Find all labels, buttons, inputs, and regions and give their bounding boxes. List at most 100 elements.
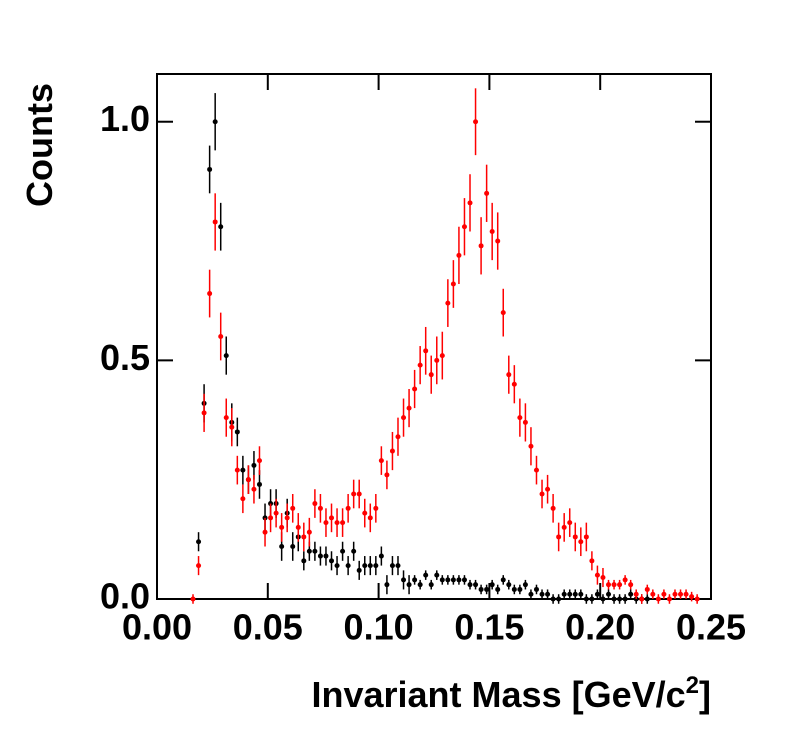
data-point — [323, 520, 329, 526]
data-point — [611, 582, 617, 588]
data-point — [306, 529, 312, 535]
data-point — [196, 563, 202, 569]
data-point — [600, 596, 606, 602]
data-point — [478, 243, 484, 249]
data-point — [445, 300, 451, 306]
data-point — [617, 596, 623, 602]
data-point — [506, 582, 512, 588]
data-point — [467, 582, 473, 588]
data-point — [384, 472, 390, 478]
data-point — [345, 563, 351, 569]
data-point — [428, 372, 434, 378]
data-point — [234, 429, 240, 435]
data-point — [489, 229, 495, 234]
data-point — [539, 591, 545, 597]
data-point — [340, 520, 346, 526]
data-point — [495, 586, 501, 592]
data-point — [334, 563, 340, 569]
data-point — [256, 481, 262, 487]
data-point — [207, 166, 213, 172]
data-point — [506, 372, 512, 378]
data-point — [218, 224, 224, 230]
data-point — [417, 582, 423, 588]
data-point — [473, 582, 479, 588]
data-point — [511, 586, 517, 592]
data-point — [528, 591, 534, 597]
data-point — [412, 577, 418, 583]
data-point — [628, 582, 634, 588]
data-point — [329, 558, 335, 564]
data-point — [345, 505, 351, 511]
data-point — [672, 591, 678, 597]
data-point — [251, 486, 257, 492]
data-point — [356, 491, 362, 497]
data-point — [417, 362, 423, 368]
data-point — [268, 515, 274, 521]
data-point — [306, 548, 312, 554]
data-point — [378, 553, 384, 559]
data-point — [212, 219, 218, 225]
x-tick-label: 0.00 — [122, 607, 192, 648]
data-point — [329, 515, 335, 521]
data-point — [600, 575, 606, 581]
data-point — [545, 591, 551, 597]
data-point — [495, 238, 501, 244]
data-point — [611, 596, 617, 602]
data-point — [373, 563, 379, 569]
data-point — [511, 381, 517, 387]
data-point — [583, 596, 589, 602]
data-point — [207, 291, 213, 297]
data-point — [389, 448, 395, 454]
data-point — [378, 458, 384, 464]
data-point — [262, 529, 268, 535]
data-point — [234, 467, 240, 473]
data-point — [456, 577, 462, 583]
data-point — [578, 591, 584, 597]
data-point — [517, 415, 523, 421]
data-point — [229, 424, 235, 430]
data-point — [389, 563, 395, 569]
data-point — [594, 572, 600, 578]
data-point — [556, 534, 562, 540]
data-point — [572, 534, 578, 540]
data-point — [461, 577, 467, 583]
data-point — [362, 510, 368, 516]
data-point — [340, 548, 346, 554]
data-point — [461, 224, 467, 230]
data-point — [655, 596, 661, 602]
data-point — [473, 119, 479, 125]
data-point — [295, 524, 301, 530]
data-point — [312, 548, 318, 554]
data-point — [423, 348, 429, 354]
x-axis-label: Invariant Mass [GeV/c2] — [311, 672, 711, 715]
data-point — [633, 591, 639, 597]
data-point — [683, 591, 689, 597]
data-point — [489, 582, 495, 588]
data-point — [384, 582, 390, 588]
data-point — [196, 539, 202, 545]
data-point — [484, 586, 490, 592]
data-point — [251, 462, 257, 468]
data-point — [406, 405, 412, 411]
data-point — [689, 594, 695, 600]
data-point — [572, 591, 578, 597]
x-axis-label-main: Invariant Mass [GeV/c — [311, 674, 685, 715]
data-point — [644, 596, 650, 602]
data-point — [312, 501, 318, 507]
data-point — [223, 353, 229, 359]
data-point — [279, 544, 285, 549]
x-tick-label: 0.10 — [344, 607, 414, 648]
data-point — [423, 572, 429, 578]
data-point — [533, 586, 539, 592]
data-point — [362, 563, 368, 569]
data-point — [617, 582, 623, 588]
data-point — [539, 491, 545, 497]
data-point — [439, 353, 445, 359]
data-point — [450, 577, 456, 583]
data-point — [373, 505, 379, 511]
x-tick-label: 0.25 — [676, 607, 746, 648]
data-point — [467, 200, 473, 206]
data-point — [351, 491, 357, 497]
data-point — [545, 486, 551, 492]
